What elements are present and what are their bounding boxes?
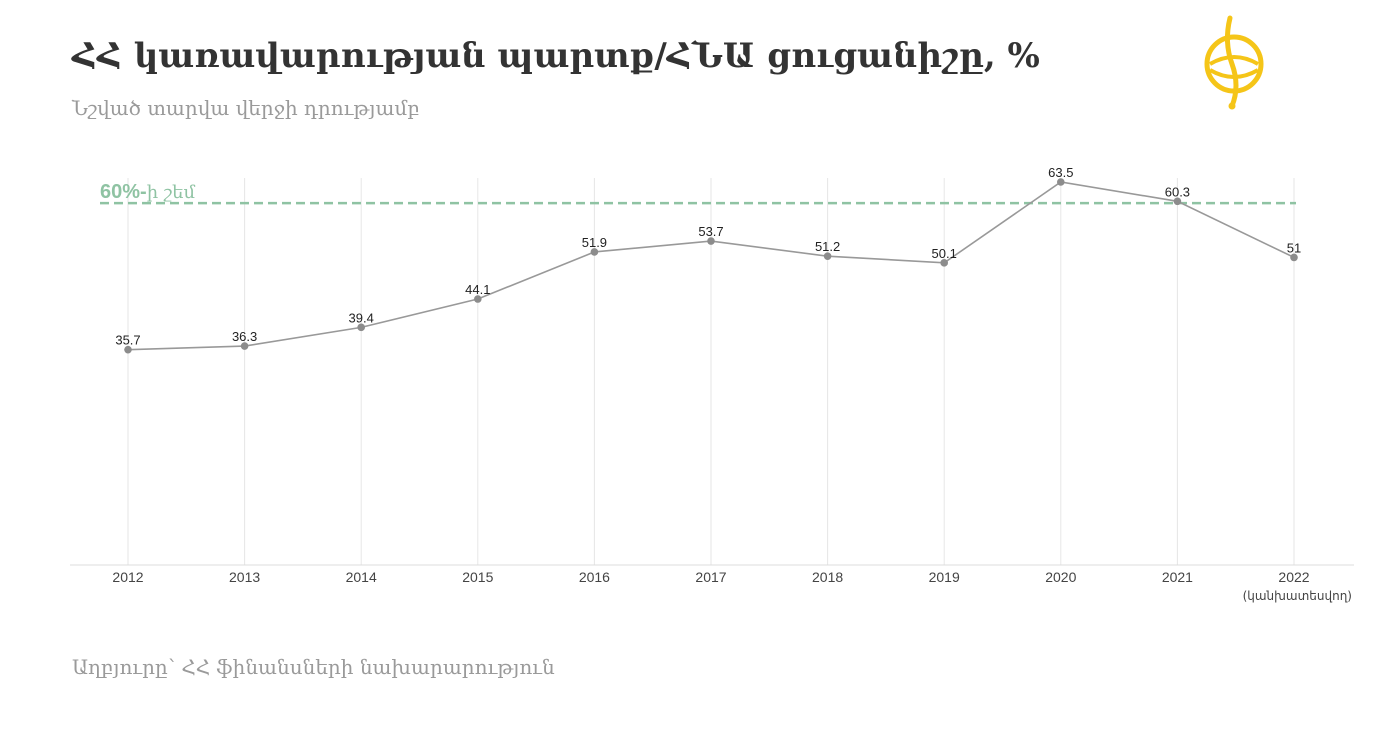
line-chart: 60%-ի շեմ 35.7 36.3 39.4 44.1 51.9 53.7 51.2 50… xyxy=(70,165,1354,603)
x-tick-label: 2020 xyxy=(1045,569,1076,585)
threshold-layer: 60%-ի շեմ xyxy=(100,181,1296,205)
chart-title: ՀՀ կառավարության պարտք/ՀՆԱ ցուցանիշը, % xyxy=(72,36,1040,76)
threshold-label-text: ի շեմ xyxy=(147,182,196,203)
data-point xyxy=(474,295,482,303)
data-label: 44.1 xyxy=(465,282,490,297)
x-tick-label: 2018 xyxy=(812,569,843,585)
x-tick-label: 2012 xyxy=(112,569,143,585)
grid-lines xyxy=(127,178,1295,565)
logo-icon xyxy=(1204,15,1264,110)
x-tick-label: 2014 xyxy=(346,569,377,585)
data-label: 39.4 xyxy=(349,310,374,325)
data-label: 51.9 xyxy=(582,235,607,250)
data-point xyxy=(1290,253,1298,262)
data-label: 35.7 xyxy=(115,333,140,348)
x-tick-label: 2015 xyxy=(462,569,493,585)
data-labels: 35.7 36.3 39.4 44.1 51.9 53.7 51.2 50.1 63.5 60.3… xyxy=(115,165,1301,348)
x-tick-label: 2013 xyxy=(229,569,260,585)
series-layer xyxy=(124,178,1298,354)
x-tick-label: 2022 xyxy=(1278,569,1309,585)
source-note: Աղբյուրը՝ ՀՀ ֆինանսների նախարարություն xyxy=(72,655,555,679)
x-tick-label: 2019 xyxy=(929,569,960,585)
chart-subtitle: Նշված տարվա վերջի դրությամբ xyxy=(72,96,420,120)
data-point xyxy=(707,237,715,245)
data-point xyxy=(240,342,249,350)
x-tick-label: 2017 xyxy=(695,569,726,585)
data-point xyxy=(1057,178,1065,186)
data-point xyxy=(124,345,132,354)
data-label: 36.3 xyxy=(232,329,257,344)
data-point xyxy=(940,259,948,267)
data-point xyxy=(823,252,832,260)
x-axis: 2012 2013 2014 2015 2016 2017 2018 2019 2020 2021… xyxy=(70,564,1354,603)
data-label: 60.3 xyxy=(1165,184,1190,199)
threshold-label-value: 60%- xyxy=(100,181,147,203)
x-tick-label: 2016 xyxy=(579,569,610,585)
x-tick-note: (կանխատեսվող) xyxy=(1243,589,1352,603)
data-point xyxy=(590,248,599,256)
data-label: 50.1 xyxy=(932,246,957,261)
data-label: 51 xyxy=(1287,240,1301,255)
data-point xyxy=(357,323,366,332)
data-label: 53.7 xyxy=(698,224,723,239)
x-tick-label: 2021 xyxy=(1162,569,1193,585)
data-label: 63.5 xyxy=(1048,165,1073,180)
data-label: 51.2 xyxy=(815,239,840,254)
data-point xyxy=(1173,197,1182,206)
threshold-label: 60%-ի շեմ xyxy=(100,181,195,203)
